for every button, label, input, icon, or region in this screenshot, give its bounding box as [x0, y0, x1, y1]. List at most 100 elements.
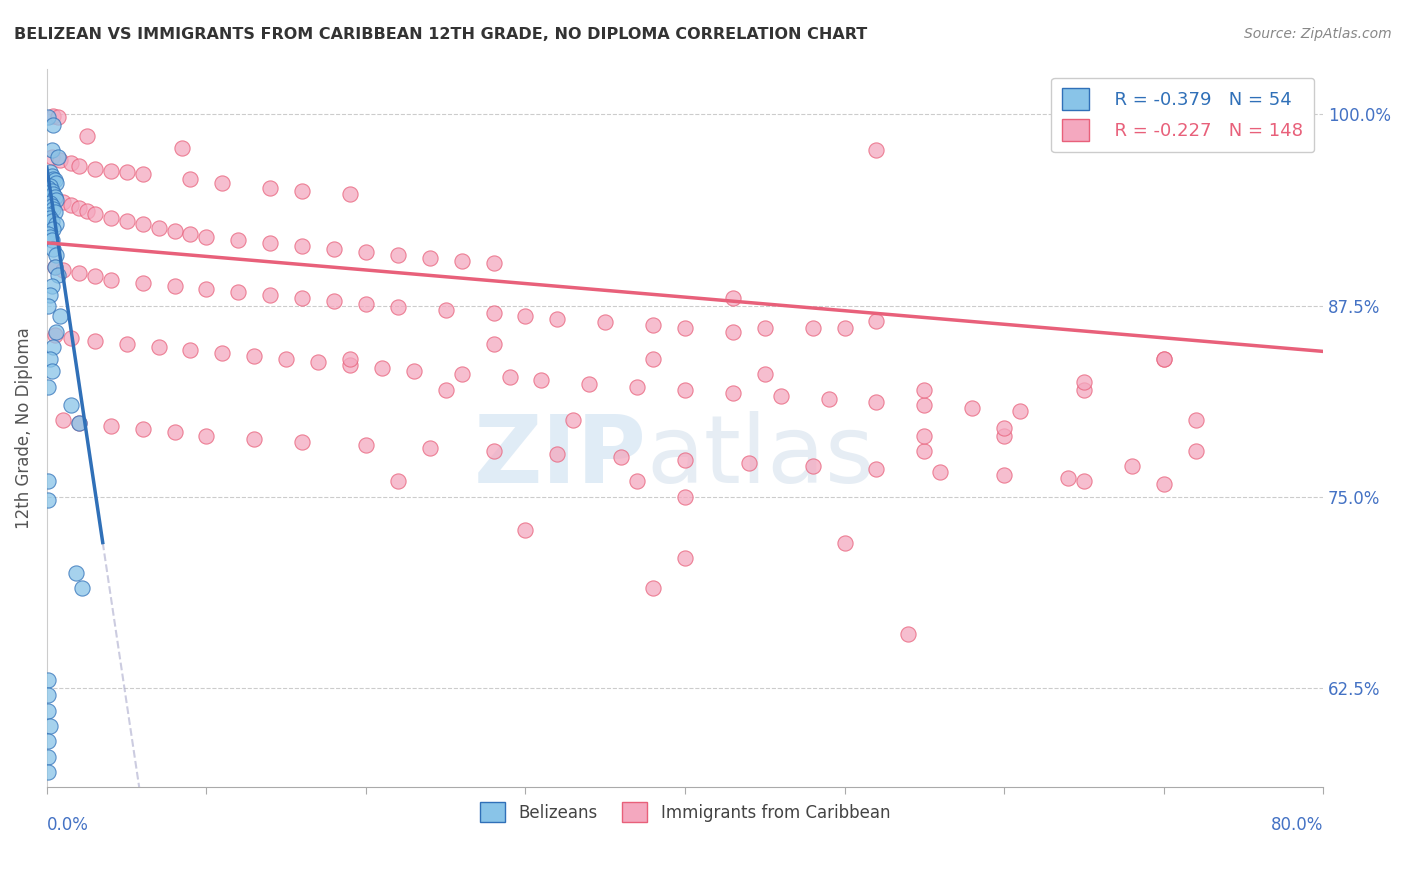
Point — [434, 383, 457, 397]
Point — [276, 352, 298, 367]
Point — [419, 251, 441, 265]
Point — [738, 456, 761, 470]
Point — [1121, 459, 1143, 474]
Point — [498, 370, 520, 384]
Point — [434, 303, 457, 318]
Point — [1153, 352, 1175, 367]
Point — [211, 346, 233, 360]
Point — [41, 233, 63, 247]
Point — [46, 111, 69, 125]
Point — [41, 214, 63, 228]
Text: atlas: atlas — [647, 410, 875, 502]
Point — [100, 211, 122, 226]
Point — [48, 153, 70, 168]
Point — [259, 235, 281, 250]
Point — [865, 143, 887, 157]
Point — [228, 233, 250, 247]
Point — [371, 361, 394, 376]
Point — [1153, 352, 1175, 367]
Point — [354, 245, 377, 260]
Point — [721, 325, 744, 339]
Point — [39, 288, 62, 302]
Point — [643, 582, 665, 596]
Point — [1153, 477, 1175, 491]
Point — [131, 422, 153, 436]
Text: ZIP: ZIP — [474, 410, 647, 502]
Point — [291, 291, 314, 305]
Point — [593, 315, 616, 329]
Point — [59, 197, 82, 211]
Point — [44, 173, 66, 187]
Point — [339, 358, 361, 372]
Point — [673, 321, 696, 335]
Point — [37, 299, 59, 313]
Point — [402, 364, 425, 378]
Point — [291, 434, 314, 449]
Point — [115, 214, 138, 228]
Point — [754, 368, 776, 382]
Point — [37, 111, 59, 125]
Point — [42, 222, 65, 236]
Text: 0.0%: 0.0% — [46, 816, 89, 834]
Point — [41, 364, 63, 378]
Point — [45, 248, 67, 262]
Point — [59, 156, 82, 170]
Point — [993, 468, 1015, 483]
Point — [673, 550, 696, 565]
Point — [100, 419, 122, 434]
Point — [339, 352, 361, 367]
Point — [546, 312, 568, 326]
Point — [195, 229, 218, 244]
Point — [37, 208, 59, 222]
Point — [131, 276, 153, 290]
Point — [44, 205, 66, 219]
Point — [673, 490, 696, 504]
Point — [100, 164, 122, 178]
Point — [131, 218, 153, 232]
Point — [897, 627, 920, 641]
Point — [115, 165, 138, 179]
Point — [163, 425, 186, 440]
Point — [37, 764, 59, 779]
Point — [450, 368, 472, 382]
Point — [912, 383, 935, 397]
Point — [148, 340, 170, 354]
Point — [578, 376, 600, 391]
Point — [39, 229, 62, 244]
Point — [482, 443, 505, 458]
Point — [865, 395, 887, 409]
Point — [1008, 404, 1031, 418]
Point — [1073, 475, 1095, 489]
Point — [323, 293, 346, 308]
Point — [179, 227, 201, 241]
Point — [45, 193, 67, 207]
Point — [46, 268, 69, 282]
Point — [46, 150, 69, 164]
Point — [817, 392, 839, 406]
Point — [259, 288, 281, 302]
Point — [960, 401, 983, 415]
Point — [42, 118, 65, 132]
Point — [37, 673, 59, 688]
Point — [163, 224, 186, 238]
Point — [993, 421, 1015, 435]
Legend: Belizeans, Immigrants from Caribbean: Belizeans, Immigrants from Caribbean — [474, 796, 897, 830]
Point — [44, 327, 66, 342]
Point — [626, 475, 648, 489]
Point — [44, 260, 66, 275]
Point — [354, 297, 377, 311]
Point — [323, 242, 346, 256]
Point — [912, 398, 935, 412]
Point — [179, 343, 201, 357]
Point — [42, 202, 65, 217]
Point — [41, 169, 63, 183]
Point — [41, 150, 63, 164]
Point — [291, 239, 314, 253]
Point — [865, 314, 887, 328]
Point — [673, 453, 696, 467]
Point — [83, 207, 105, 221]
Point — [148, 220, 170, 235]
Point — [42, 186, 65, 201]
Point — [643, 352, 665, 367]
Point — [801, 459, 824, 474]
